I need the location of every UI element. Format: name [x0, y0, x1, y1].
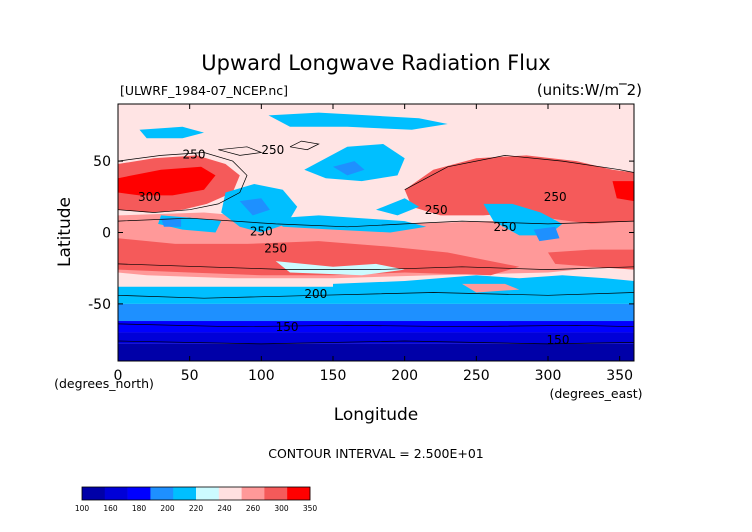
- colorbar-swatch-5: [173, 487, 197, 500]
- contour-label-6: 250: [425, 203, 448, 217]
- contour-label-7: 250: [494, 220, 517, 234]
- zone-patch-6: [404, 155, 634, 224]
- zone-patch-21: [275, 261, 405, 276]
- plot-area: 250 300 250 250 250 250 250 250 200 150 150: [118, 104, 634, 361]
- y-axis: -50 0 50: [88, 154, 634, 313]
- colorbar-tick-label-7: 300: [274, 504, 289, 513]
- y-tick-label-0: -50: [88, 297, 111, 313]
- zone-patch-11: [275, 215, 427, 233]
- colorbar-swatch-10: [287, 487, 311, 500]
- colorbar-tick-label-2: 180: [132, 504, 147, 513]
- x-unit-label: (degrees_east): [549, 386, 642, 401]
- contour-line-8: [289, 140, 320, 151]
- contour-label-2: 300: [138, 190, 161, 204]
- zone-patch-19: [533, 226, 560, 242]
- file-label: [ULWRF_1984-07_NCEP.nc]: [120, 83, 288, 98]
- contour-lines: [118, 140, 634, 345]
- zone-patch-18: [333, 161, 365, 176]
- contour-interval: CONTOUR INTERVAL = 2.500E+01: [268, 446, 484, 461]
- colorbar-tick-label-4: 220: [189, 504, 204, 513]
- colorbar-tick-label-3: 200: [160, 504, 175, 513]
- contour-line-3: [118, 263, 634, 270]
- colorbar-tick-label-6: 260: [246, 504, 261, 513]
- zone-patch-14: [268, 112, 448, 130]
- zone-patch-3: [548, 249, 634, 270]
- zone-patch-22: [462, 283, 520, 293]
- x-tick-label-4: 200: [391, 368, 418, 384]
- contour-line-9: [218, 146, 263, 156]
- colorbar-tick-label-0: 100: [75, 504, 90, 513]
- colorbar-swatch-8: [241, 487, 265, 500]
- zone-band-3: [118, 332, 634, 344]
- contour-line-4: [118, 292, 634, 299]
- colorbar-swatch-1: [82, 487, 106, 500]
- colorbar: 100 160 180 200 220 240 260 300 350: [75, 486, 318, 513]
- contour-label-8: 250: [544, 190, 567, 204]
- contour-label-5: 250: [264, 242, 287, 256]
- x-tick-label-0: 0: [114, 368, 123, 384]
- y-unit-label: (degrees_north): [54, 376, 154, 391]
- zone-patch-20: [161, 218, 182, 227]
- contour-line-7: [404, 155, 634, 191]
- x-tick-label-3: 150: [320, 368, 347, 384]
- colorbar-swatch-4: [150, 487, 174, 500]
- units-text: (units:W/m‾2): [537, 81, 642, 99]
- contour-label-4: 250: [250, 224, 273, 238]
- zone-patch-7: [612, 181, 634, 202]
- x-axis: 0 50 100 150 200 250 300 350: [114, 104, 633, 384]
- colorbar-frame: [81, 486, 311, 501]
- contour-label-9: 200: [304, 287, 327, 301]
- contour-label-11: 150: [547, 333, 570, 347]
- zone-patch-13: [139, 126, 204, 139]
- colorbar-swatch-7: [218, 487, 242, 500]
- x-axis-title: Longitude: [334, 405, 419, 425]
- colorbar-swatch-9: [264, 487, 288, 500]
- units-label: (units:W/m‾2): [537, 81, 642, 99]
- x-tick-label-6: 300: [535, 368, 562, 384]
- zone-band-2: [118, 321, 634, 333]
- x-tick-label-5: 250: [463, 368, 490, 384]
- colorbar-swatch-2: [104, 487, 128, 500]
- x-tick-label-2: 100: [248, 368, 275, 384]
- chart-title: Upward Longwave Radiation Flux: [201, 51, 550, 75]
- contour-label-1: 250: [183, 147, 206, 161]
- contour-labels: 250 300 250 250 250 250 250 250 200 150 150: [138, 143, 569, 347]
- zone-patch-16: [376, 198, 419, 216]
- contour-line-2: [118, 217, 634, 228]
- zone-patch-12: [483, 203, 563, 236]
- x-tick-label-1: 50: [181, 368, 199, 384]
- zone-patch-2: [118, 238, 520, 276]
- y-tick-label-2: 50: [93, 154, 111, 170]
- colorbar-tick-label-1: 160: [103, 504, 118, 513]
- zone-band-1: [118, 303, 634, 322]
- x-tick-label-7: 350: [606, 368, 633, 384]
- y-tick-label-1: 0: [102, 226, 111, 242]
- contour-label-10: 150: [276, 320, 299, 334]
- colorbar-tick-label-8: 350: [303, 504, 318, 513]
- y-axis-title: Latitude: [55, 197, 75, 267]
- flux-zones: [118, 112, 634, 361]
- colorbar-swatch-6: [196, 487, 220, 500]
- contour-line-6: [118, 340, 634, 345]
- zone-band-4: [118, 343, 634, 361]
- zone-patch-5: [118, 166, 216, 196]
- colorbar-tick-label-5: 240: [217, 504, 232, 513]
- contour-line-5: [118, 323, 634, 328]
- contour-line-1: [118, 152, 248, 213]
- colorbar-swatch-3: [127, 487, 151, 500]
- contour-label-3: 250: [261, 143, 284, 157]
- zone-patch-17: [239, 198, 270, 216]
